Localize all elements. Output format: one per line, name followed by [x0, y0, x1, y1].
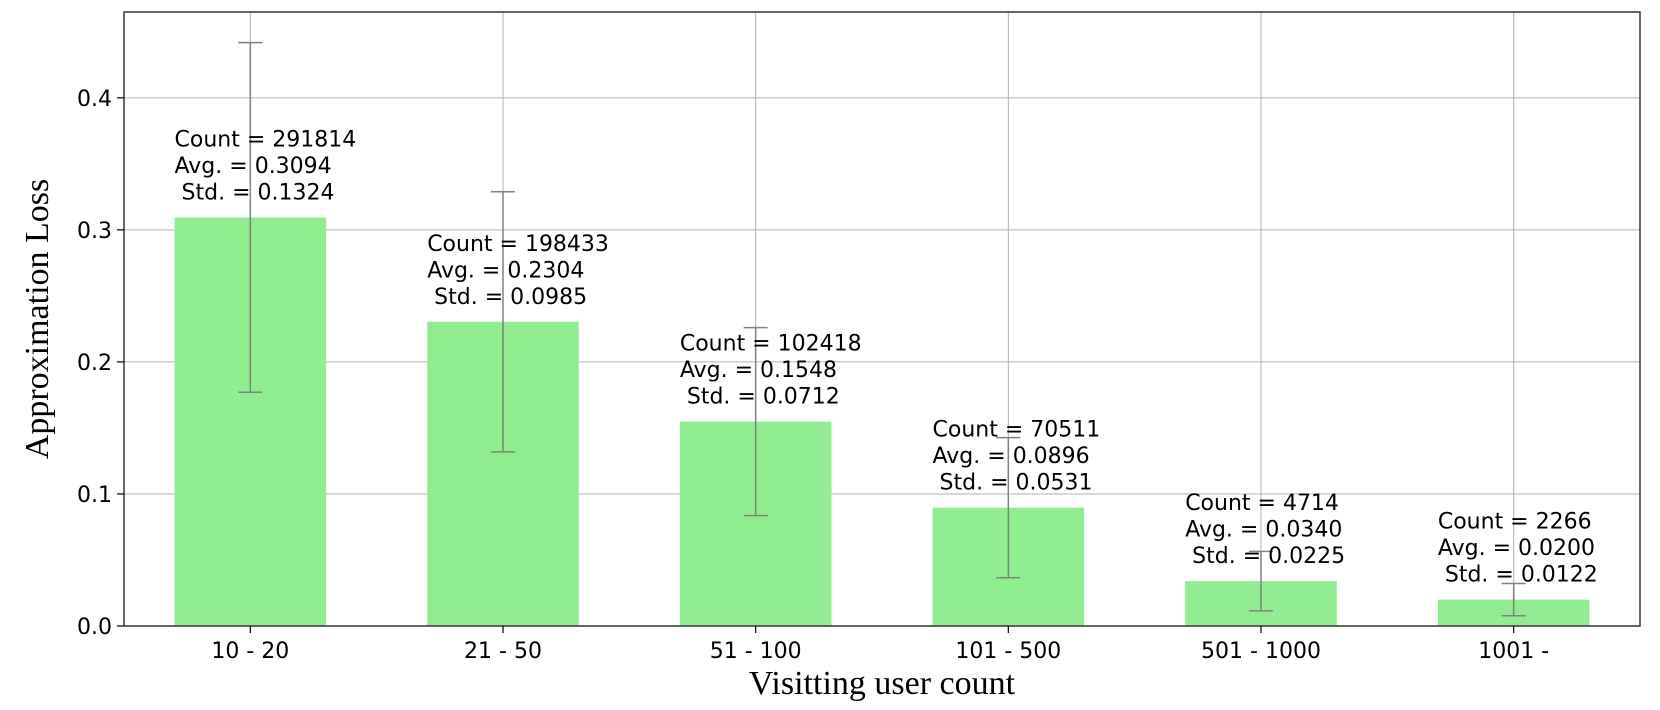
x-tick-label: 51 - 100: [710, 639, 802, 664]
annotation-std: Std. = 0.0122: [1438, 563, 1598, 588]
y-tick-label: 0.2: [77, 351, 112, 376]
annotation-std: Std. = 0.0985: [427, 285, 587, 310]
annotation-std: Std. = 0.1324: [175, 180, 335, 205]
x-tick-label: 501 - 1000: [1201, 639, 1321, 664]
x-tick-label: 101 - 500: [955, 639, 1061, 664]
y-tick-label: 0.1: [77, 483, 112, 508]
annotation-count: Count = 2266: [1438, 510, 1592, 535]
annotation-avg: Avg. = 0.0340: [1185, 518, 1342, 543]
annotation-avg: Avg. = 0.1548: [680, 358, 837, 383]
annotation-count: Count = 198433: [427, 232, 609, 257]
grid-lines: [124, 12, 1640, 627]
y-tick-label: 0.0: [77, 615, 112, 640]
x-tick-label: 21 - 50: [464, 639, 542, 664]
y-tick-label: 0.3: [77, 219, 112, 244]
y-tick-label: 0.4: [77, 87, 112, 112]
annotation-count: Count = 4714: [1185, 491, 1339, 516]
annotation-count: Count = 70511: [933, 418, 1101, 443]
annotation-count: Count = 291814: [175, 127, 357, 152]
annotation-avg: Avg. = 0.2304: [427, 258, 584, 283]
error-bars: [238, 41, 1526, 617]
y-axis-label: Approximation Loss: [19, 179, 56, 459]
x-axis-ticks: 10 - 20 21 - 50 51 - 100 101 - 500 501 - 100…: [211, 626, 1549, 664]
annotation-avg: Avg. = 0.0200: [1438, 536, 1595, 561]
x-tick-label: 10 - 20: [211, 639, 289, 664]
plot-frame: [123, 11, 1641, 627]
y-axis-ticks: 0.0 0.1 0.2 0.3 0.4: [77, 87, 124, 640]
annotation-std: Std. = 0.0531: [933, 471, 1093, 496]
annotation-count: Count = 102418: [680, 332, 862, 357]
x-tick-label: 1001 -: [1478, 639, 1549, 664]
x-axis-label: Visitting user count: [749, 665, 1016, 702]
annotation-avg: Avg. = 0.0896: [933, 444, 1090, 469]
annotation-std: Std. = 0.0225: [1185, 544, 1345, 569]
annotation-avg: Avg. = 0.3094: [175, 154, 332, 179]
annotation-std: Std. = 0.0712: [680, 385, 840, 410]
bars: [174, 217, 1590, 626]
